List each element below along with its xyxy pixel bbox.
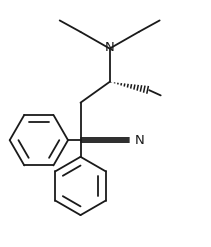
Text: N: N <box>135 134 144 147</box>
Text: N: N <box>105 41 115 54</box>
